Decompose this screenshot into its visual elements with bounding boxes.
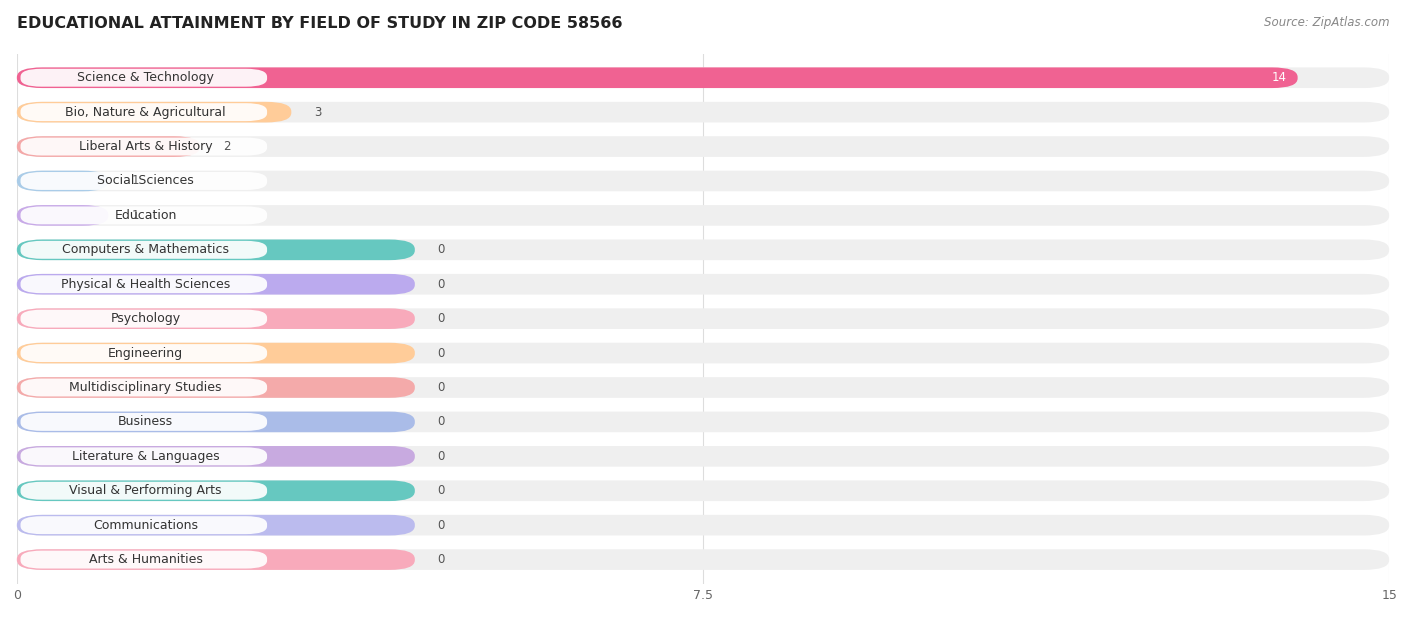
FancyBboxPatch shape: [21, 413, 267, 431]
FancyBboxPatch shape: [17, 170, 1389, 191]
Text: Business: Business: [118, 415, 173, 428]
FancyBboxPatch shape: [17, 446, 1389, 467]
FancyBboxPatch shape: [17, 309, 415, 329]
Text: Source: ZipAtlas.com: Source: ZipAtlas.com: [1264, 16, 1389, 29]
FancyBboxPatch shape: [17, 102, 291, 122]
FancyBboxPatch shape: [17, 343, 1389, 363]
FancyBboxPatch shape: [17, 205, 1389, 226]
FancyBboxPatch shape: [17, 549, 415, 570]
FancyBboxPatch shape: [17, 411, 415, 432]
FancyBboxPatch shape: [17, 411, 1389, 432]
FancyBboxPatch shape: [21, 275, 267, 293]
Text: Social Sciences: Social Sciences: [97, 175, 194, 187]
FancyBboxPatch shape: [17, 136, 1389, 157]
Text: 0: 0: [437, 381, 446, 394]
Text: Multidisciplinary Studies: Multidisciplinary Studies: [69, 381, 222, 394]
FancyBboxPatch shape: [17, 343, 415, 363]
FancyBboxPatch shape: [21, 172, 267, 190]
Text: EDUCATIONAL ATTAINMENT BY FIELD OF STUDY IN ZIP CODE 58566: EDUCATIONAL ATTAINMENT BY FIELD OF STUDY…: [17, 16, 623, 31]
FancyBboxPatch shape: [17, 170, 108, 191]
Text: Liberal Arts & History: Liberal Arts & History: [79, 140, 212, 153]
Text: Science & Technology: Science & Technology: [77, 71, 214, 84]
FancyBboxPatch shape: [21, 551, 267, 569]
Text: Physical & Health Sciences: Physical & Health Sciences: [60, 278, 231, 291]
FancyBboxPatch shape: [17, 377, 415, 398]
Text: 0: 0: [437, 415, 446, 428]
FancyBboxPatch shape: [21, 138, 267, 155]
FancyBboxPatch shape: [21, 482, 267, 500]
FancyBboxPatch shape: [17, 68, 1298, 88]
FancyBboxPatch shape: [21, 344, 267, 362]
FancyBboxPatch shape: [17, 549, 1389, 570]
FancyBboxPatch shape: [21, 206, 267, 225]
FancyBboxPatch shape: [17, 240, 1389, 260]
FancyBboxPatch shape: [21, 310, 267, 327]
FancyBboxPatch shape: [17, 68, 1389, 88]
FancyBboxPatch shape: [17, 446, 415, 467]
FancyBboxPatch shape: [17, 205, 108, 226]
Text: 0: 0: [437, 450, 446, 463]
Text: 0: 0: [437, 312, 446, 325]
FancyBboxPatch shape: [17, 377, 1389, 398]
FancyBboxPatch shape: [21, 69, 267, 86]
Text: Visual & Performing Arts: Visual & Performing Arts: [69, 484, 222, 497]
FancyBboxPatch shape: [17, 515, 415, 536]
FancyBboxPatch shape: [17, 274, 1389, 295]
Text: Computers & Mathematics: Computers & Mathematics: [62, 244, 229, 256]
Text: 0: 0: [437, 553, 446, 566]
Text: Communications: Communications: [93, 519, 198, 532]
Text: Arts & Humanities: Arts & Humanities: [89, 553, 202, 566]
Text: 0: 0: [437, 519, 446, 532]
FancyBboxPatch shape: [17, 240, 415, 260]
Text: 0: 0: [437, 278, 446, 291]
Text: Psychology: Psychology: [111, 312, 181, 325]
FancyBboxPatch shape: [21, 103, 267, 121]
FancyBboxPatch shape: [17, 480, 415, 501]
FancyBboxPatch shape: [21, 379, 267, 396]
FancyBboxPatch shape: [17, 309, 1389, 329]
Text: 2: 2: [222, 140, 231, 153]
Text: Engineering: Engineering: [108, 346, 183, 360]
Text: 0: 0: [437, 484, 446, 497]
Text: 1: 1: [131, 209, 139, 222]
FancyBboxPatch shape: [21, 516, 267, 534]
Text: 0: 0: [437, 346, 446, 360]
FancyBboxPatch shape: [17, 136, 200, 157]
FancyBboxPatch shape: [21, 447, 267, 465]
FancyBboxPatch shape: [21, 241, 267, 259]
FancyBboxPatch shape: [17, 515, 1389, 536]
FancyBboxPatch shape: [17, 480, 1389, 501]
Text: 14: 14: [1271, 71, 1286, 84]
Text: 1: 1: [131, 175, 139, 187]
Text: Bio, Nature & Agricultural: Bio, Nature & Agricultural: [65, 105, 226, 119]
Text: 0: 0: [437, 244, 446, 256]
Text: Education: Education: [114, 209, 177, 222]
FancyBboxPatch shape: [17, 102, 1389, 122]
Text: 3: 3: [314, 105, 322, 119]
FancyBboxPatch shape: [17, 274, 415, 295]
Text: Literature & Languages: Literature & Languages: [72, 450, 219, 463]
